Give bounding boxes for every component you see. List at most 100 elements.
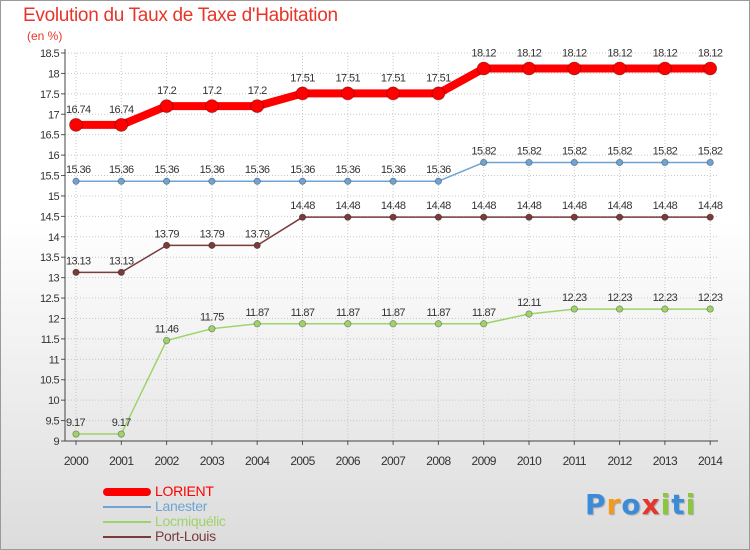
data-label: 18.12 [607,48,632,60]
y-tick-label: 14.5 [40,211,59,223]
data-label: 14.48 [562,200,587,212]
data-label: 12.23 [607,292,632,304]
data-point [159,99,174,113]
data-point [434,213,442,221]
data-point [72,268,80,276]
data-point [117,268,125,276]
data-label: 15.82 [653,145,678,157]
legend-label: LORIENT [155,483,214,499]
data-label: 14.48 [517,200,542,212]
data-label: 15.82 [562,145,587,157]
proxiti-logo: Proxiti [585,488,697,521]
data-label: 18.12 [471,48,496,60]
data-label: 11.87 [427,307,451,319]
data-point [340,86,355,101]
data-point [295,86,310,101]
data-point [434,320,442,328]
data-point [480,213,488,221]
x-tick-label: 2004 [245,454,270,468]
data-label: 15.82 [607,145,632,157]
data-point [661,305,669,313]
data-label: 18.12 [517,48,542,60]
data-label: 15.36 [154,164,179,176]
data-label: 14.48 [336,200,361,212]
y-tick-label: 12 [48,313,60,325]
data-point [389,177,397,185]
legend-label: Lanester [155,498,208,514]
data-label: 13.13 [66,255,91,267]
data-label: 12.23 [653,292,678,304]
data-point [204,99,219,113]
data-point [389,320,397,328]
data-point [298,320,307,328]
x-tick-label: 2001 [109,454,134,468]
x-tick-label: 2005 [290,454,315,468]
data-label: 17.2 [202,85,221,97]
y-tick-label: 9.5 [46,416,60,428]
data-point [525,158,533,167]
data-point [298,213,307,221]
data-point [480,158,488,167]
data-point [706,305,714,313]
chart-title: Evolution du Taux de Taxe d'Habitation [23,5,338,26]
data-point [253,177,261,185]
data-label: 11.87 [472,307,496,319]
data-point [253,241,261,249]
data-point [208,177,216,185]
data-label: 13.79 [200,228,225,240]
data-point [525,310,533,318]
data-point [208,241,216,249]
data-label: 13.79 [154,228,179,240]
data-point [661,158,669,167]
legend-label: Locmiquélic [155,513,226,529]
data-label: 15.36 [109,164,134,176]
data-label: 13.79 [245,228,270,240]
y-tick-label: 10.5 [40,375,59,387]
y-tick-label: 15 [48,191,60,203]
data-label: 14.48 [653,200,678,212]
legend-swatch [103,488,151,496]
y-tick-label: 12.5 [40,293,59,305]
data-point [386,86,401,101]
data-label: 17.2 [157,85,176,97]
x-tick-label: 2006 [336,454,361,468]
data-label: 14.48 [607,200,632,212]
data-point [615,213,624,221]
x-tick-label: 2009 [472,454,497,468]
data-label: 17.2 [248,85,267,97]
data-point [72,177,80,185]
x-tick-label: 2012 [607,454,632,468]
x-tick-label: 2008 [426,454,451,468]
y-tick-label: 18 [48,68,60,80]
data-point [480,320,488,328]
data-label: 15.36 [245,164,270,176]
x-tick-label: 2000 [64,454,89,468]
x-tick-label: 2002 [154,454,179,468]
data-point [344,320,352,328]
data-point [389,213,397,221]
data-point [208,325,216,333]
y-tick-label: 13.5 [40,252,59,264]
data-label: 17.51 [336,72,361,84]
data-point [476,61,491,76]
data-label: 11.87 [245,307,269,319]
series-line-port-louis [75,216,711,274]
data-point [434,177,442,185]
x-tick-label: 2014 [698,454,723,468]
x-tick-label: 2010 [517,454,542,468]
legend-label: Port-Louis [155,528,216,544]
data-point [522,61,536,76]
data-label: 13.13 [109,255,134,267]
data-point [72,430,80,438]
data-label: 11.87 [336,307,360,319]
x-tick-label: 2013 [653,454,678,468]
data-point [612,61,627,76]
data-label: 11.46 [155,324,179,336]
legend-swatch [103,536,151,538]
data-point [344,213,352,221]
data-point [567,61,582,76]
data-label: 15.82 [698,145,723,157]
x-tick-label: 2007 [381,454,406,468]
legend-swatch [103,521,151,523]
